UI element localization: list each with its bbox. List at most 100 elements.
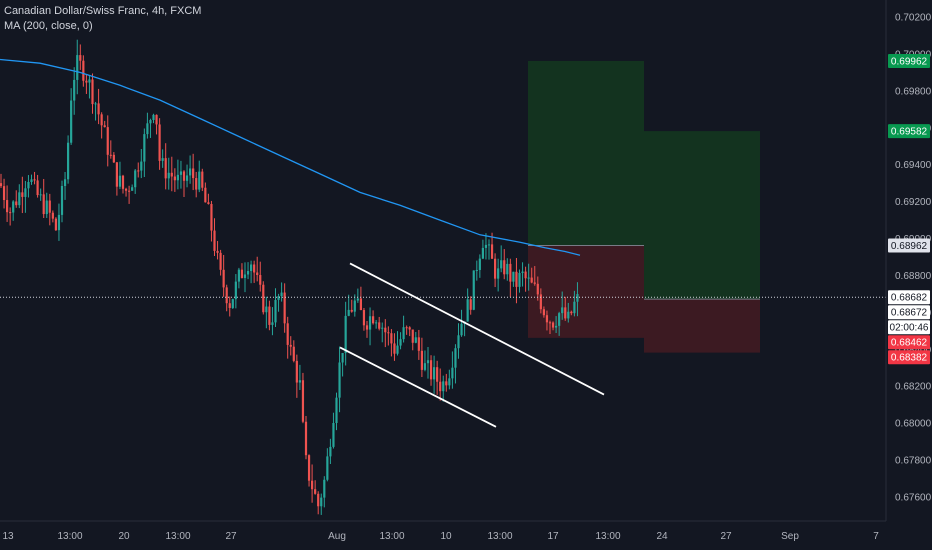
candle-body bbox=[24, 188, 27, 197]
candle-body bbox=[9, 212, 12, 214]
time-tick-label: 13:00 bbox=[57, 531, 82, 542]
candle-body bbox=[85, 80, 88, 83]
candle-body bbox=[109, 154, 112, 156]
candle-body bbox=[259, 275, 262, 285]
candle-body bbox=[558, 313, 561, 326]
candle-body bbox=[134, 170, 137, 188]
candle-body bbox=[503, 260, 506, 275]
time-tick-label: 13:00 bbox=[165, 531, 190, 542]
time-tick-label: 10 bbox=[440, 531, 452, 542]
price-badge-label: 0.68962 bbox=[891, 241, 928, 252]
candle-body bbox=[146, 123, 149, 135]
candle-body bbox=[152, 114, 155, 120]
candle-body bbox=[497, 268, 500, 279]
candle-body bbox=[335, 397, 338, 423]
candle-body bbox=[506, 263, 509, 275]
candle-body bbox=[509, 263, 512, 282]
candle-body bbox=[466, 299, 469, 322]
candle-body bbox=[2, 186, 6, 201]
candle-body bbox=[411, 329, 414, 343]
lower-channel-line[interactable] bbox=[339, 346, 497, 428]
candle-body bbox=[304, 421, 308, 456]
candle-body bbox=[494, 258, 497, 279]
candle-body bbox=[192, 168, 195, 179]
candle-body bbox=[457, 335, 460, 349]
price-badge-label: 02:00:46 bbox=[890, 323, 929, 334]
candle-body bbox=[301, 380, 305, 422]
candle-body bbox=[195, 178, 198, 190]
candle-body bbox=[140, 161, 143, 171]
upper-channel-line[interactable] bbox=[349, 262, 605, 396]
candle-body bbox=[167, 172, 170, 179]
time-tick-label: 20 bbox=[118, 531, 130, 542]
candle-body bbox=[246, 271, 250, 275]
candle-body bbox=[6, 200, 9, 213]
candle-body bbox=[487, 244, 491, 246]
candle-body bbox=[375, 322, 378, 324]
price-badge-label: 0.68462 bbox=[891, 338, 928, 349]
candle-body bbox=[115, 162, 118, 187]
candle-body bbox=[332, 422, 335, 447]
candle-body bbox=[27, 181, 30, 189]
candle-body bbox=[124, 188, 128, 191]
loss-zone-1[interactable] bbox=[528, 245, 644, 338]
candle-body bbox=[372, 316, 375, 324]
price-badge bbox=[888, 53, 930, 68]
candle-body bbox=[490, 244, 494, 259]
candle-body bbox=[222, 269, 225, 288]
candle-body bbox=[231, 299, 234, 308]
candle-body bbox=[426, 360, 430, 364]
candle-body bbox=[442, 381, 445, 392]
candle-body bbox=[277, 296, 280, 300]
time-tick-label: 24 bbox=[656, 531, 668, 542]
candle-body bbox=[475, 269, 478, 271]
candle-body bbox=[121, 175, 125, 189]
candle-body bbox=[527, 277, 530, 279]
price-tick-label: 0.67600 bbox=[895, 493, 932, 504]
candle-body bbox=[79, 55, 82, 61]
price-tick-label: 0.70200 bbox=[895, 13, 932, 24]
price-tick-label: 0.67800 bbox=[895, 456, 932, 467]
candle-body bbox=[54, 218, 57, 231]
time-tick-label: Sep bbox=[781, 531, 799, 542]
candle-body bbox=[353, 300, 356, 312]
candle-body bbox=[161, 158, 164, 161]
candle-body bbox=[381, 327, 384, 329]
candle-body bbox=[439, 381, 442, 392]
candle-body bbox=[436, 367, 439, 382]
candle-body bbox=[36, 180, 39, 196]
candle-body bbox=[567, 311, 570, 319]
price-tick-label: 0.68800 bbox=[895, 271, 932, 282]
candle-body bbox=[289, 344, 292, 347]
candle-body bbox=[256, 272, 259, 276]
candle-body bbox=[417, 337, 420, 351]
candle-body bbox=[390, 333, 393, 344]
candle-body bbox=[396, 345, 399, 354]
channel-trendlines[interactable] bbox=[339, 262, 605, 428]
symbol-title: Canadian Dollar/Swiss Franc, 4h, FXCM bbox=[4, 5, 202, 17]
price-tick-label: 0.68000 bbox=[895, 419, 932, 430]
candle-body bbox=[149, 119, 152, 124]
candle-body bbox=[533, 282, 536, 284]
profit-zone-1[interactable] bbox=[528, 60, 644, 246]
candle-body bbox=[39, 194, 42, 196]
price-badge-label: 0.68682 bbox=[891, 293, 928, 304]
time-tick-label: 13:00 bbox=[595, 531, 620, 542]
candle-body bbox=[500, 260, 503, 269]
chart-legend: Canadian Dollar/Swiss Franc, 4h, FXCM MA… bbox=[4, 4, 201, 34]
time-axis[interactable]: 13 13:00 20 13:00 27 Aug 13:00 10 13:00 17 13:00 24… bbox=[2, 531, 879, 542]
candle-body bbox=[548, 322, 552, 324]
candle-body bbox=[402, 327, 405, 340]
candle-body bbox=[524, 271, 527, 279]
candle-body bbox=[283, 292, 286, 324]
candle-body bbox=[292, 346, 295, 361]
price-badge-label: 0.68382 bbox=[891, 353, 928, 364]
candle-body bbox=[448, 378, 451, 386]
candle-body bbox=[176, 174, 179, 181]
candle-body bbox=[326, 456, 329, 480]
loss-zone-2[interactable] bbox=[644, 299, 760, 353]
profit-zone-2[interactable] bbox=[644, 131, 760, 300]
candle-body bbox=[518, 272, 521, 287]
